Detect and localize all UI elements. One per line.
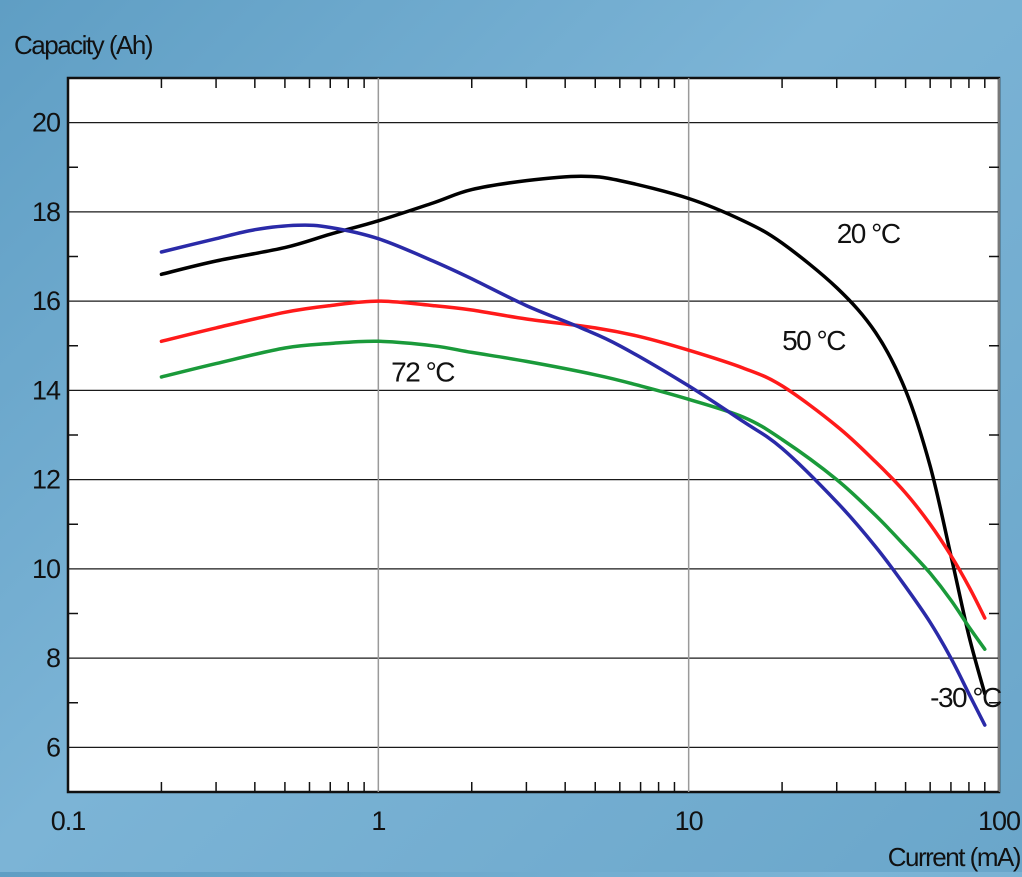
x-axis-label: Current (mA) — [888, 842, 1021, 872]
y-tick-label: 6 — [46, 732, 60, 762]
x-tick-label: 100 — [978, 806, 1020, 836]
y-tick-label: 18 — [32, 197, 60, 227]
series-annotation: -30 °C — [930, 682, 1002, 713]
x-tick-label: 10 — [675, 806, 703, 836]
x-tick-label: 1 — [371, 806, 385, 836]
y-tick-label: 12 — [32, 465, 60, 495]
series-annotations: 20 °C 50 °C 72 °C -30 °C — [391, 218, 1003, 713]
series-annotation: 72 °C — [391, 356, 455, 387]
series-line--30cc — [159, 223, 987, 727]
x-tick-label: 0.1 — [51, 806, 86, 836]
series-annotation: 50 °C — [782, 325, 846, 356]
y-tick-label: 8 — [46, 643, 60, 673]
series-line-72cc — [159, 339, 987, 651]
series-line-20cc — [159, 174, 987, 696]
series-line-50cc — [159, 299, 987, 620]
y-tick-label: 16 — [32, 286, 60, 316]
minor-ticks — [68, 77, 999, 793]
y-tick-label: 20 — [32, 108, 60, 138]
tick-labels: 6 8 10 12 14 16 18 20 0.1 1 10 100 — [32, 108, 1021, 836]
plot-area — [66, 76, 1001, 794]
y-axis-label: Capacity (Ah) — [14, 30, 153, 60]
y-tick-label: 10 — [32, 554, 60, 584]
series-annotation: 20 °C — [837, 218, 901, 249]
y-tick-label: 14 — [32, 375, 61, 405]
grid-lines — [68, 78, 1000, 792]
series-lines — [159, 174, 987, 727]
